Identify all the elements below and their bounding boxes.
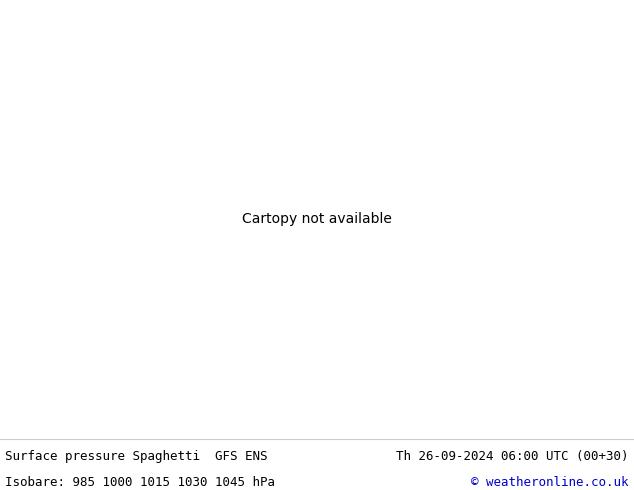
Text: Isobare: 985 1000 1015 1030 1045 hPa: Isobare: 985 1000 1015 1030 1045 hPa: [5, 476, 275, 489]
Text: Th 26-09-2024 06:00 UTC (00+30): Th 26-09-2024 06:00 UTC (00+30): [396, 450, 629, 463]
Text: Surface pressure Spaghetti  GFS ENS: Surface pressure Spaghetti GFS ENS: [5, 450, 268, 463]
Text: © weatheronline.co.uk: © weatheronline.co.uk: [472, 476, 629, 489]
Text: Cartopy not available: Cartopy not available: [242, 212, 392, 226]
